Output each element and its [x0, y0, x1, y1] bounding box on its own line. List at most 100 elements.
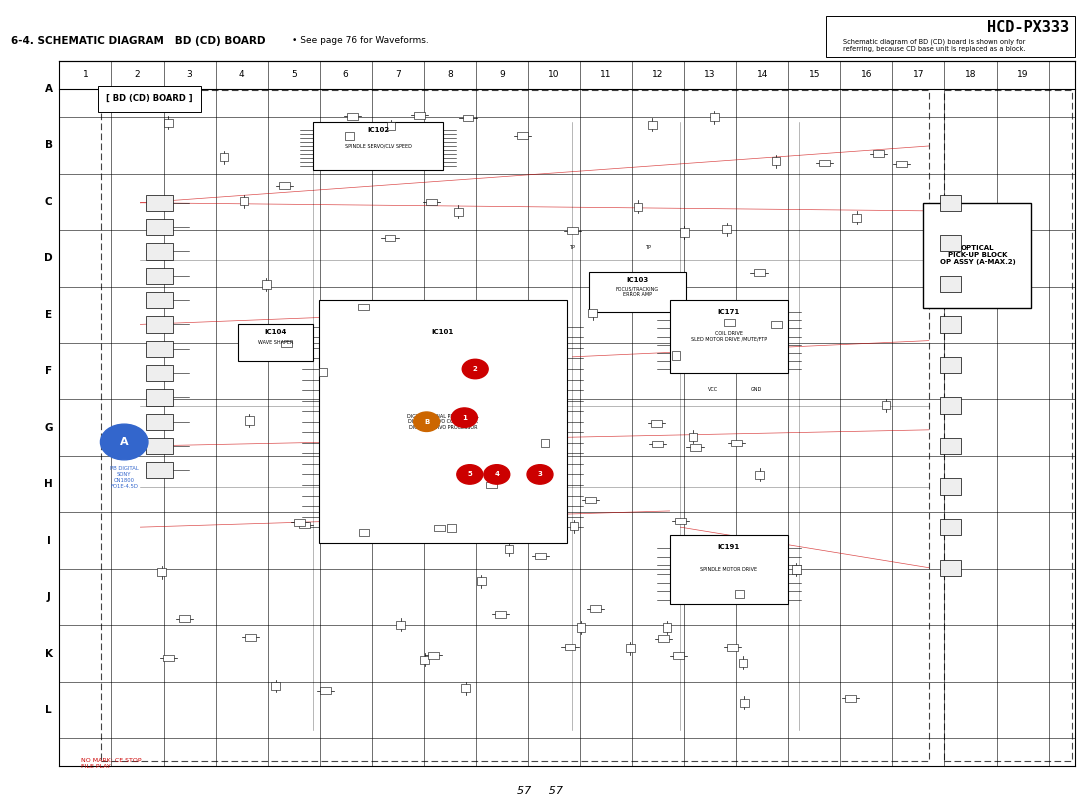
Text: IC104: IC104 [265, 328, 286, 335]
Text: NO MARK: CE STOP
FILE PLAY: NO MARK: CE STOP FILE PLAY [81, 758, 141, 769]
Bar [673, 652, 684, 659]
Text: • See page 76 for Waveforms.: • See page 76 for Waveforms. [292, 36, 429, 45]
Bar [146, 341, 173, 357]
Bar [320, 688, 330, 694]
Text: 6-4. SCHEMATIC DIAGRAM   BD (CD) BOARD: 6-4. SCHEMATIC DIAGRAM BD (CD) BOARD [11, 36, 266, 46]
Bar [569, 522, 578, 530]
Text: 3: 3 [187, 71, 192, 79]
Bar [567, 227, 578, 234]
Bar [727, 644, 738, 650]
Bar [486, 482, 497, 488]
Bar [589, 309, 597, 317]
Bar [754, 269, 765, 276]
Text: 4: 4 [495, 471, 499, 478]
Text: D: D [44, 253, 53, 264]
Text: IC103: IC103 [626, 277, 648, 282]
Bar [845, 695, 855, 702]
Circle shape [484, 465, 510, 484]
Circle shape [462, 359, 488, 379]
Bar [689, 432, 698, 440]
Bar [881, 401, 890, 409]
Bar [163, 655, 174, 662]
Text: J: J [46, 592, 51, 602]
Bar [262, 281, 271, 289]
Text: 14: 14 [757, 71, 768, 79]
Bar [589, 272, 686, 312]
Bar [536, 552, 546, 559]
Bar [690, 444, 701, 451]
Bar [146, 414, 173, 430]
Text: 57     57: 57 57 [517, 786, 563, 796]
Bar [940, 276, 961, 292]
Bar [146, 365, 173, 381]
Bar [940, 235, 961, 251]
Text: OPTICAL
PICK-UP BLOCK
OP ASSY (A-MAX.2): OPTICAL PICK-UP BLOCK OP ASSY (A-MAX.2) [940, 246, 1015, 265]
Bar [146, 219, 173, 235]
Bar [724, 320, 734, 326]
Text: TP: TP [569, 245, 576, 250]
Text: 12: 12 [652, 71, 664, 79]
Bar [420, 655, 429, 663]
Bar [670, 300, 788, 373]
Bar [271, 682, 280, 690]
Bar [319, 368, 327, 376]
Bar [245, 634, 256, 641]
Bar [146, 462, 173, 478]
Bar [313, 122, 443, 170]
Text: FOCUS/TRACKING
ERROR AMP: FOCUS/TRACKING ERROR AMP [616, 286, 659, 298]
Text: H: H [44, 479, 53, 489]
Bar [280, 182, 291, 189]
Bar [923, 203, 1031, 308]
Bar [146, 268, 173, 284]
Text: G: G [44, 423, 53, 433]
Text: 10: 10 [549, 71, 559, 79]
Bar [740, 698, 748, 706]
Text: Schematic diagram of BD (CD) board is shown only for
referring, because CD base : Schematic diagram of BD (CD) board is sh… [843, 38, 1026, 52]
Bar [359, 530, 369, 536]
Bar [731, 440, 742, 446]
Text: 5: 5 [291, 71, 297, 79]
Bar [427, 199, 437, 205]
Circle shape [457, 465, 483, 484]
Bar [146, 389, 173, 406]
Bar [179, 616, 190, 622]
Text: B: B [424, 418, 429, 425]
Bar [651, 420, 662, 427]
Bar [495, 611, 505, 617]
Bar [852, 214, 861, 222]
Bar [146, 243, 173, 260]
Bar [396, 620, 405, 629]
Bar [680, 229, 689, 237]
Bar [462, 115, 473, 122]
Text: DIGITAL SIGNAL PROCESSOR,
DIGITAL SERVO CONVERTER,
DIGITAL SERVO PROCESSOR: DIGITAL SIGNAL PROCESSOR, DIGITAL SERVO … [407, 414, 478, 430]
Bar [540, 439, 549, 447]
Bar [319, 300, 567, 543]
Bar [359, 304, 369, 311]
Bar [427, 420, 435, 428]
Text: E: E [45, 310, 52, 320]
Bar [461, 684, 470, 692]
Bar [240, 197, 248, 205]
Bar [670, 535, 788, 604]
Bar [447, 524, 456, 532]
Text: GND: GND [751, 387, 761, 392]
Bar [146, 438, 173, 454]
Text: TP: TP [645, 245, 651, 250]
Text: L: L [45, 705, 52, 715]
Text: 16: 16 [861, 71, 873, 79]
Text: A: A [44, 84, 53, 94]
Bar [735, 590, 744, 598]
Bar [477, 577, 486, 586]
Bar [414, 112, 424, 118]
Bar [245, 416, 254, 424]
Bar [940, 195, 961, 211]
Bar [387, 122, 395, 131]
Text: 15: 15 [809, 71, 820, 79]
Text: COIL DRIVE
SLED MOTOR DRIVE /MUTE/FTP: COIL DRIVE SLED MOTOR DRIVE /MUTE/FTP [691, 331, 767, 342]
Bar [940, 357, 961, 373]
Text: 9: 9 [499, 71, 504, 79]
Text: 17: 17 [913, 71, 924, 79]
Bar [429, 652, 440, 659]
Bar [590, 605, 600, 611]
Text: IC191: IC191 [718, 543, 740, 550]
